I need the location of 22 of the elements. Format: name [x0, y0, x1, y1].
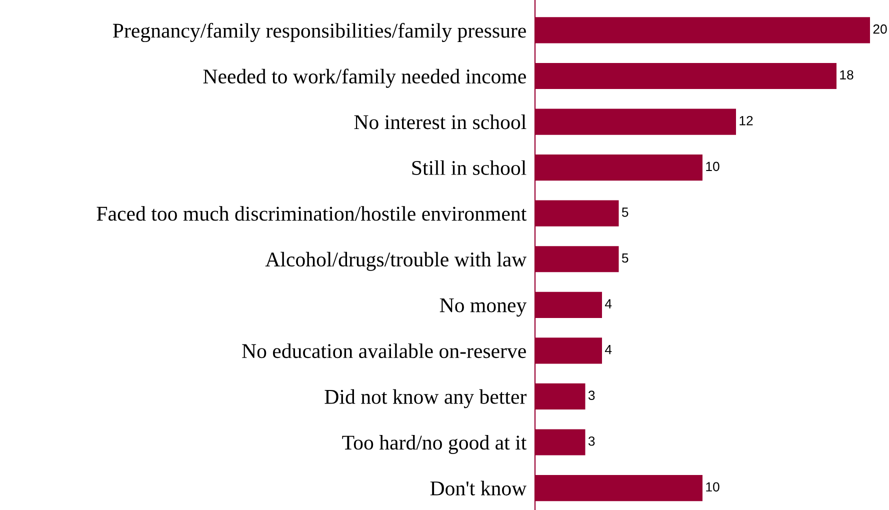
y-tick-label: Pregnancy/family responsibilities/family pressure: [113, 22, 526, 42]
data-label: 3: [588, 436, 595, 446]
y-tick-label: Don't know: [430, 480, 527, 496]
data-label: 20: [873, 24, 887, 34]
data-label: 10: [706, 162, 720, 172]
data-label: 4: [604, 345, 612, 354]
y-tick-label: No money: [440, 298, 527, 317]
data-label: 4: [604, 299, 612, 308]
data-label: 18: [840, 70, 854, 80]
y-tick-label: Did not know any better: [324, 389, 526, 408]
y-tick-label: Too hard/no good at it: [342, 435, 527, 454]
y-tick-label: Faced too much discrimination/hostile environment: [96, 206, 527, 221]
data-label: 5: [622, 208, 628, 217]
y-tick-label: Still in school: [412, 160, 526, 175]
data-label: 3: [588, 390, 595, 400]
y-tick-label: Alcohol/drugs/trouble with law: [265, 252, 527, 271]
data-label: 5: [622, 253, 628, 263]
y-tick-label: No interest in school: [354, 114, 526, 130]
y-tick-label: Needed to work/family needed income: [203, 68, 526, 88]
y-tick-label: No education available on-reserve: [242, 343, 526, 358]
data-label: 10: [706, 482, 720, 492]
data-label: 12: [740, 116, 753, 126]
